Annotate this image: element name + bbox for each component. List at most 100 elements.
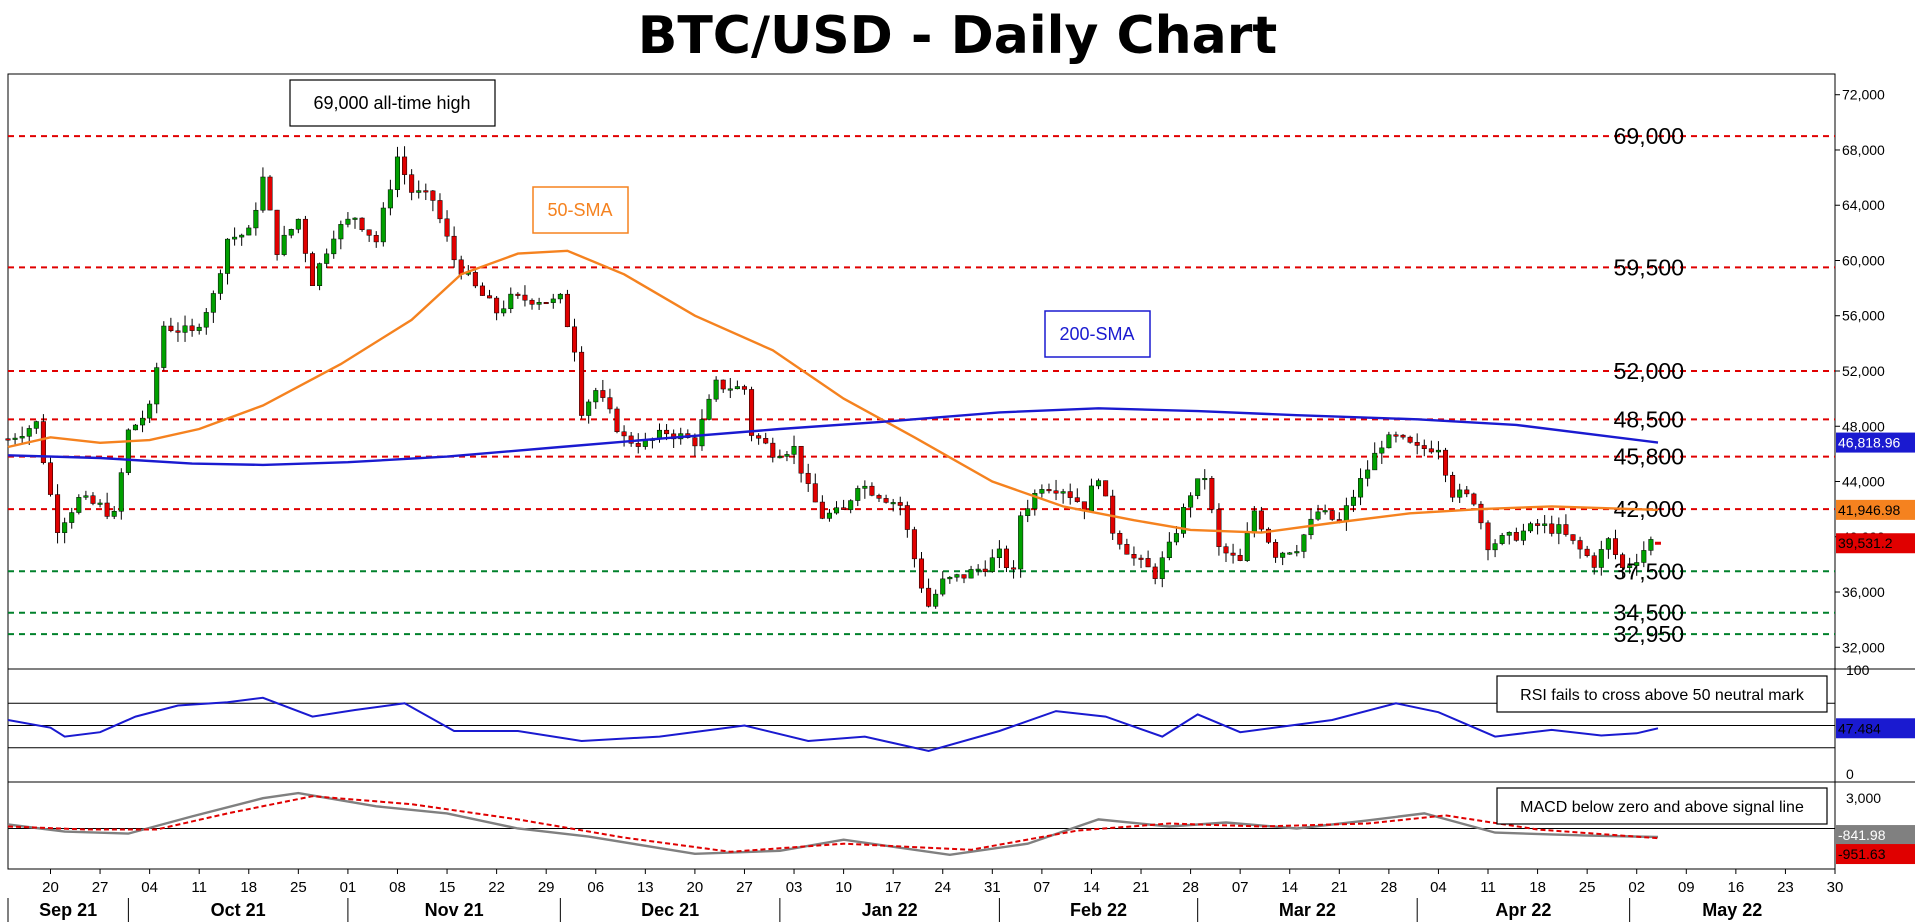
- date-tick-label: 11: [1480, 879, 1496, 896]
- bullish-candle: [954, 574, 960, 578]
- bullish-candle: [1322, 510, 1328, 513]
- date-tick-label: 28: [1182, 879, 1199, 896]
- bearish-candle: [564, 293, 570, 328]
- bullish-candle: [1287, 552, 1293, 555]
- bullish-candle: [1060, 491, 1066, 494]
- bullish-candle: [855, 488, 861, 501]
- bullish-candle: [331, 238, 337, 255]
- bullish-candle: [260, 176, 266, 211]
- bearish-candle: [763, 438, 769, 444]
- bullish-candle: [196, 326, 202, 331]
- bearish-candle: [812, 483, 818, 503]
- bullish-candle: [699, 419, 705, 447]
- month-label: Mar 22: [1279, 900, 1336, 920]
- bearish-candle: [451, 235, 457, 261]
- bullish-candle: [989, 557, 995, 573]
- bullish-candle: [1173, 533, 1179, 543]
- chart-title: BTC/USD - Daily Chart: [637, 6, 1278, 66]
- bearish-candle: [1258, 510, 1264, 530]
- bearish-candle: [1230, 552, 1236, 556]
- bullish-candle: [1365, 469, 1371, 479]
- date-tick-label: 21: [1331, 879, 1348, 896]
- price-tick-label: 36,000: [1842, 584, 1885, 600]
- bearish-candle: [1209, 478, 1215, 510]
- bullish-candle: [19, 436, 25, 439]
- sma200-value-badge: 46,818.96: [1838, 435, 1900, 451]
- bullish-candle: [834, 507, 840, 514]
- bearish-candle: [430, 190, 436, 201]
- bearish-candle: [437, 200, 443, 220]
- sma200-annotation: 200-SMA: [1059, 324, 1134, 344]
- bullish-candle: [26, 428, 32, 437]
- bullish-candle: [1457, 489, 1463, 498]
- rsi-line: [7, 696, 1659, 753]
- date-tick-label: 14: [1083, 879, 1100, 896]
- date-tick-label: 22: [488, 879, 505, 896]
- bullish-candle: [232, 236, 238, 240]
- bullish-candle: [324, 253, 330, 264]
- bullish-candle: [1039, 489, 1045, 494]
- bullish-candle: [1506, 532, 1512, 536]
- macd-panel: [7, 791, 1835, 857]
- bullish-candle: [83, 495, 89, 498]
- date-tick-label: 18: [1529, 879, 1546, 896]
- bullish-candle: [848, 500, 854, 510]
- bullish-candle: [288, 229, 294, 236]
- bearish-candle: [522, 294, 528, 301]
- bullish-candle: [394, 156, 400, 190]
- bullish-candle: [1088, 485, 1094, 512]
- bullish-candle: [791, 445, 797, 455]
- bullish-candle: [345, 218, 351, 225]
- bearish-candle: [1393, 434, 1399, 437]
- bearish-candle: [423, 190, 429, 193]
- bearish-candle: [600, 390, 606, 398]
- bearish-candle: [47, 462, 54, 495]
- bearish-candle: [1074, 497, 1080, 502]
- bearish-candle: [720, 379, 726, 390]
- bearish-candle: [1421, 445, 1427, 449]
- bearish-candle: [571, 326, 578, 353]
- ath-annotation: 69,000 all-time high: [313, 93, 470, 113]
- bullish-candle: [1251, 510, 1257, 534]
- date-tick-label: 16: [1728, 879, 1745, 896]
- bullish-candle: [1294, 551, 1300, 554]
- bearish-candle: [1223, 546, 1229, 554]
- bullish-candle: [1386, 434, 1392, 449]
- bullish-candle: [1556, 524, 1562, 534]
- date-tick-label: 02: [1628, 879, 1645, 896]
- bearish-candle: [458, 259, 464, 275]
- date-tick-label: 04: [1430, 879, 1447, 896]
- bearish-candle: [1124, 544, 1130, 555]
- bearish-candle: [515, 293, 521, 296]
- bullish-candle: [1301, 534, 1307, 552]
- bearish-candle: [444, 218, 450, 237]
- bearish-candle: [1046, 489, 1052, 492]
- bearish-candle: [1549, 523, 1555, 534]
- date-tick-label: 08: [389, 879, 406, 896]
- bearish-candle: [1612, 538, 1618, 555]
- bullish-candle: [1195, 478, 1201, 496]
- level-label: 59,500: [1614, 254, 1684, 280]
- sma200-value-badge-bg: [1836, 432, 1915, 453]
- bullish-candle: [1018, 515, 1024, 570]
- bullish-candle: [1379, 447, 1385, 454]
- price-tick-label: 72,000: [1842, 87, 1885, 103]
- date-tick-label: 25: [290, 879, 307, 896]
- bullish-candle: [253, 209, 259, 229]
- bearish-candle: [798, 445, 804, 474]
- bullish-candle: [416, 190, 422, 193]
- date-tick-label: 17: [885, 879, 902, 896]
- date-tick-label: 06: [587, 879, 604, 896]
- bullish-candle: [161, 325, 167, 368]
- sma200-line: [7, 407, 1659, 467]
- bearish-candle: [55, 494, 61, 533]
- price-tick-label: 60,000: [1842, 252, 1885, 268]
- bearish-candle: [529, 299, 535, 305]
- bearish-candle: [805, 472, 811, 484]
- signal-value-badge: -951.63: [1838, 846, 1886, 862]
- bearish-candle: [911, 529, 917, 560]
- bearish-candle: [1329, 510, 1335, 520]
- bullish-candle: [147, 403, 153, 419]
- bullish-candle: [1188, 495, 1194, 508]
